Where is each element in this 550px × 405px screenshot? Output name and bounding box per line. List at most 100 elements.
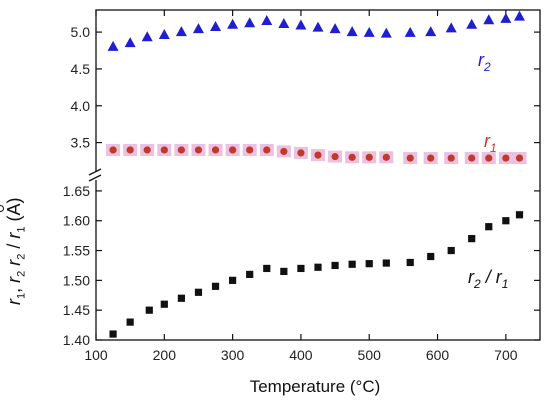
- chart-marks: [106, 10, 527, 338]
- data-point-r2-r1: [348, 260, 356, 268]
- data-point-r2: [107, 40, 119, 51]
- data-point-r1: [211, 146, 220, 154]
- data-point-r1: [382, 153, 390, 161]
- data-point-r2-r1: [365, 260, 373, 268]
- data-point-r1: [160, 146, 168, 154]
- data-point-r1: [126, 146, 134, 154]
- x-tick-label: 700: [494, 347, 518, 363]
- data-point-r1: [468, 154, 476, 162]
- data-point-r2: [483, 14, 495, 25]
- y-tick-label-upper: 4.5: [71, 61, 91, 77]
- data-point-r2: [500, 12, 512, 23]
- data-point-r2: [261, 15, 273, 26]
- data-point-r2: [466, 18, 478, 29]
- data-point-r2: [124, 37, 136, 48]
- series-label-r1: r1: [484, 131, 497, 155]
- data-point-r1: [447, 154, 455, 162]
- data-point-r2: [445, 22, 457, 33]
- data-point-r2-r1: [485, 223, 493, 231]
- data-point-r2-r1: [468, 235, 476, 243]
- x-tick-label: 500: [358, 347, 382, 363]
- x-tick-label: 600: [426, 347, 450, 363]
- data-point-r1: [406, 154, 414, 162]
- data-point-r1: [297, 149, 305, 157]
- data-point-r2: [363, 26, 375, 37]
- data-point-r2: [141, 31, 153, 42]
- data-point-r2-r1: [447, 246, 455, 255]
- data-point-r1: [502, 154, 510, 162]
- y-tick-label-upper: 4.0: [71, 98, 91, 114]
- data-point-r2-r1: [263, 264, 271, 273]
- data-point-r1: [143, 146, 151, 154]
- data-point-r1: [331, 152, 339, 161]
- data-point-r2-r1: [211, 282, 220, 290]
- axis-break-mark: [88, 174, 102, 182]
- data-point-r2: [210, 20, 222, 31]
- x-tick-label: 200: [153, 347, 177, 363]
- data-point-r1: [177, 146, 185, 154]
- data-point-r1: [365, 153, 373, 161]
- x-tick-label: 100: [84, 347, 108, 363]
- data-point-r2-r1: [177, 294, 185, 302]
- y-tick-label-lower: 1.55: [63, 243, 90, 259]
- y-tick-label-lower: 1.60: [63, 213, 90, 229]
- y-tick-label-lower: 1.45: [63, 302, 90, 318]
- data-point-r2: [278, 17, 290, 28]
- data-point-r1: [280, 147, 288, 156]
- data-point-r1: [229, 146, 237, 154]
- data-point-r2-r1: [280, 267, 288, 276]
- data-point-r2: [514, 10, 526, 21]
- data-point-r2: [175, 26, 187, 37]
- axis-break-gap: [88, 172, 104, 180]
- data-point-r1: [427, 154, 435, 162]
- data-point-r2: [295, 19, 307, 30]
- data-point-r2: [425, 26, 437, 37]
- data-point-r1: [194, 146, 203, 154]
- data-point-r2-r1: [126, 318, 134, 326]
- data-point-r2: [380, 27, 392, 38]
- y-tick-label-lower: 1.50: [63, 272, 90, 288]
- chart-axes: 100 200 300 400 500 600 700 3.5 4.0 4.5 5.0 1.40 1.4…: [63, 9, 541, 363]
- data-point-r1: [348, 153, 356, 161]
- data-point-r1: [263, 146, 271, 154]
- y-tick-label-lower: 1.65: [63, 183, 90, 199]
- data-point-r2: [227, 18, 239, 29]
- data-point-r2-r1: [314, 263, 322, 271]
- data-point-r2-r1: [246, 270, 254, 278]
- data-point-r2-r1: [515, 211, 524, 219]
- data-point-r2: [404, 26, 416, 37]
- data-point-r1: [485, 154, 493, 162]
- data-point-r2-r1: [109, 330, 117, 338]
- data-point-r2: [329, 23, 341, 34]
- data-point-r2-r1: [229, 276, 237, 284]
- x-tick-label: 300: [221, 347, 245, 363]
- data-point-r1: [515, 154, 524, 162]
- data-point-r2-r1: [331, 261, 339, 270]
- y-tick-label-upper: 5.0: [71, 24, 91, 40]
- data-point-r1: [314, 151, 322, 159]
- data-point-r1: [109, 146, 117, 154]
- data-point-r2-r1: [297, 264, 305, 273]
- data-point-r2-r1: [145, 306, 153, 314]
- data-point-r2-r1: [406, 258, 414, 267]
- data-point-r2-r1: [427, 252, 435, 261]
- y-axis-title: r1, r2 r2 / r1 (A): [4, 197, 28, 305]
- data-point-r1: [246, 146, 254, 154]
- data-point-r2: [158, 29, 170, 40]
- x-tick-label: 400: [289, 347, 313, 363]
- series-label-r2-r1: r2 / r1: [468, 267, 508, 291]
- series-label-r2: r2: [478, 50, 491, 74]
- data-point-r2-r1: [160, 300, 168, 308]
- data-point-r2: [244, 17, 256, 28]
- data-point-r2: [192, 23, 204, 34]
- x-axis-title: Temperature (°C): [250, 377, 381, 396]
- data-point-r2-r1: [502, 217, 510, 225]
- data-point-r2-r1: [382, 259, 390, 267]
- y-tick-label-upper: 3.5: [71, 135, 91, 151]
- data-point-r2: [312, 21, 324, 32]
- data-point-r2: [346, 26, 358, 37]
- data-point-r2-r1: [194, 288, 203, 296]
- axis-break-mark: [88, 168, 102, 176]
- y-tick-label-lower: 1.40: [63, 332, 90, 348]
